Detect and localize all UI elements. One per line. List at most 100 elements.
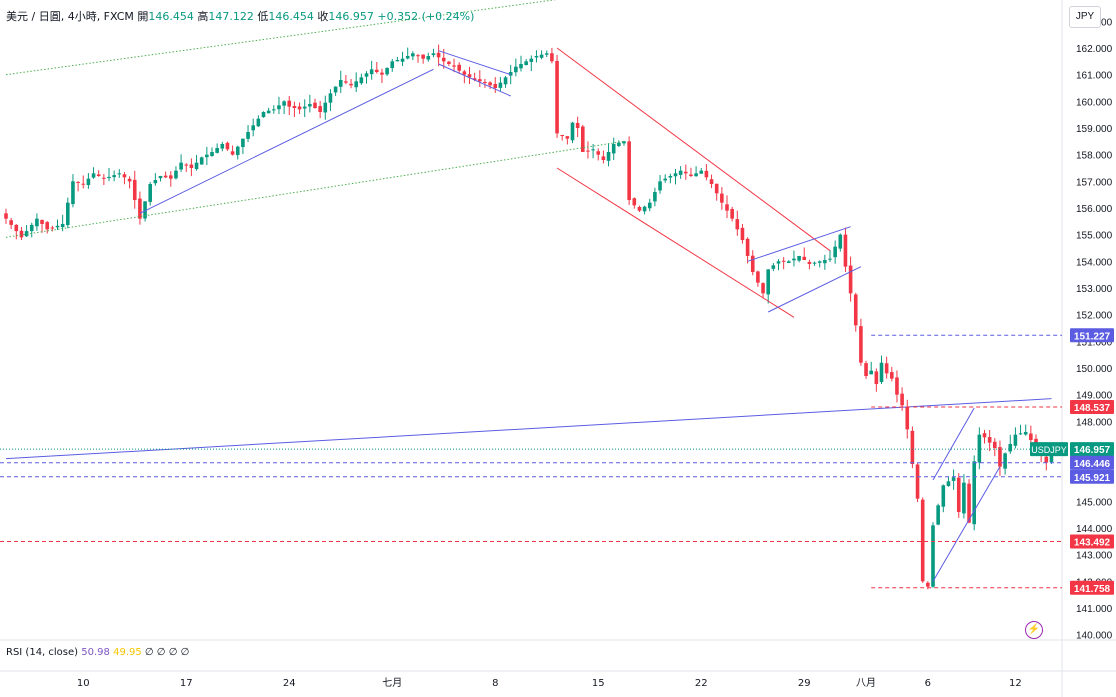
candle-body	[864, 363, 868, 376]
candle-body	[40, 219, 44, 224]
y-tick-label: 143.000	[1076, 551, 1113, 562]
candle-body	[395, 60, 400, 62]
candle-body	[35, 218, 39, 227]
x-tick-label: 七月	[382, 677, 402, 689]
x-tick-label: 24	[283, 678, 296, 689]
symbol-tag: USDJPY	[1031, 445, 1067, 455]
candle-body	[158, 176, 163, 179]
candle-body	[333, 86, 338, 93]
level-label: 146.446	[1074, 459, 1111, 470]
candle-body	[658, 181, 662, 191]
candle-body	[230, 151, 235, 155]
level-label: 151.227	[1074, 331, 1111, 342]
candle-body	[50, 227, 55, 229]
candle-body	[931, 525, 935, 587]
rsi-label: RSI (14, close)	[6, 647, 79, 658]
candle-body	[900, 393, 904, 406]
candle-body	[581, 126, 585, 152]
candle-body	[359, 77, 364, 84]
y-tick-label: 155.000	[1076, 231, 1113, 242]
candle-body	[730, 208, 734, 219]
candle-body	[29, 224, 34, 232]
currency-button[interactable]: JPY	[1069, 6, 1101, 28]
candle-body	[714, 183, 719, 194]
candle-body	[807, 261, 812, 264]
candle-body	[941, 485, 946, 507]
candle-body	[235, 146, 240, 156]
down-channel-top	[556, 47, 831, 252]
candle-body	[1008, 444, 1013, 452]
candle-body	[745, 238, 750, 256]
x-tick-label: 29	[798, 678, 811, 689]
candle-body	[493, 84, 498, 88]
high-value: 147.122	[208, 10, 254, 23]
candle-body	[926, 582, 930, 587]
candle-body	[936, 505, 940, 525]
candle-body	[1013, 434, 1018, 446]
candle-body	[1029, 433, 1033, 440]
candle-body	[416, 55, 420, 57]
candle-body	[637, 207, 642, 211]
candle-body	[797, 256, 801, 261]
candle-body	[66, 202, 70, 226]
upper-dotted-line	[5, 0, 557, 76]
candle-body	[122, 174, 127, 178]
candle-body	[102, 177, 106, 179]
candle-body	[895, 377, 899, 395]
candle-body	[96, 174, 101, 176]
y-tick-label: 149.000	[1076, 391, 1113, 402]
candle-body	[627, 141, 631, 200]
candle-body	[328, 93, 333, 103]
candle-body	[19, 230, 24, 238]
candle-body	[781, 260, 786, 262]
candle-body	[199, 157, 204, 165]
candle-body	[4, 213, 8, 219]
y-tick-label: 154.000	[1076, 257, 1113, 268]
rsi-rest: ∅ ∅ ∅ ∅	[144, 647, 190, 658]
y-tick-label: 162.000	[1076, 44, 1113, 55]
candle-body	[560, 134, 564, 136]
candle-body	[421, 54, 425, 59]
candle-body	[1044, 456, 1049, 463]
candle-body	[184, 164, 189, 166]
candle-body	[848, 265, 853, 294]
candle-body	[802, 256, 807, 260]
candle-body	[112, 175, 116, 178]
candle-body	[266, 110, 271, 114]
candle-body	[153, 180, 158, 184]
candle-body	[318, 106, 322, 112]
candle-body	[514, 66, 518, 73]
candle-body	[452, 65, 456, 67]
candle-body	[344, 81, 348, 83]
candle-body	[647, 202, 652, 209]
rise-channel-bottom	[932, 466, 1001, 582]
y-tick-label: 157.000	[1076, 177, 1113, 188]
candle-body	[972, 461, 976, 525]
candle-body	[622, 141, 626, 144]
candle-body	[709, 179, 714, 184]
candle-body	[179, 162, 183, 170]
candle-body	[436, 52, 441, 58]
candle-body	[354, 81, 358, 88]
candle-body	[910, 430, 915, 464]
high-label: 高	[197, 10, 209, 23]
candle-body	[699, 170, 704, 174]
candle-body	[575, 122, 580, 128]
candle-body	[750, 255, 755, 272]
y-tick-label: 152.000	[1076, 311, 1113, 322]
candle-body	[400, 58, 405, 62]
candle-body	[380, 72, 384, 75]
candle-body	[689, 174, 693, 176]
candle-body	[828, 258, 832, 260]
candle-body	[756, 271, 760, 283]
x-tick-label: 10	[77, 678, 90, 689]
candle-body	[272, 109, 276, 111]
candle-body	[817, 261, 822, 263]
change-value: +0.352 (+0.24%)	[377, 10, 475, 23]
candle-body	[55, 225, 60, 228]
candle-body	[632, 198, 637, 206]
flash-icon[interactable]: ⚡	[1025, 621, 1043, 639]
rsi-legend[interactable]: RSI (14, close) 50.98 49.95 ∅ ∅ ∅ ∅	[6, 647, 189, 658]
candle-body	[457, 64, 461, 71]
